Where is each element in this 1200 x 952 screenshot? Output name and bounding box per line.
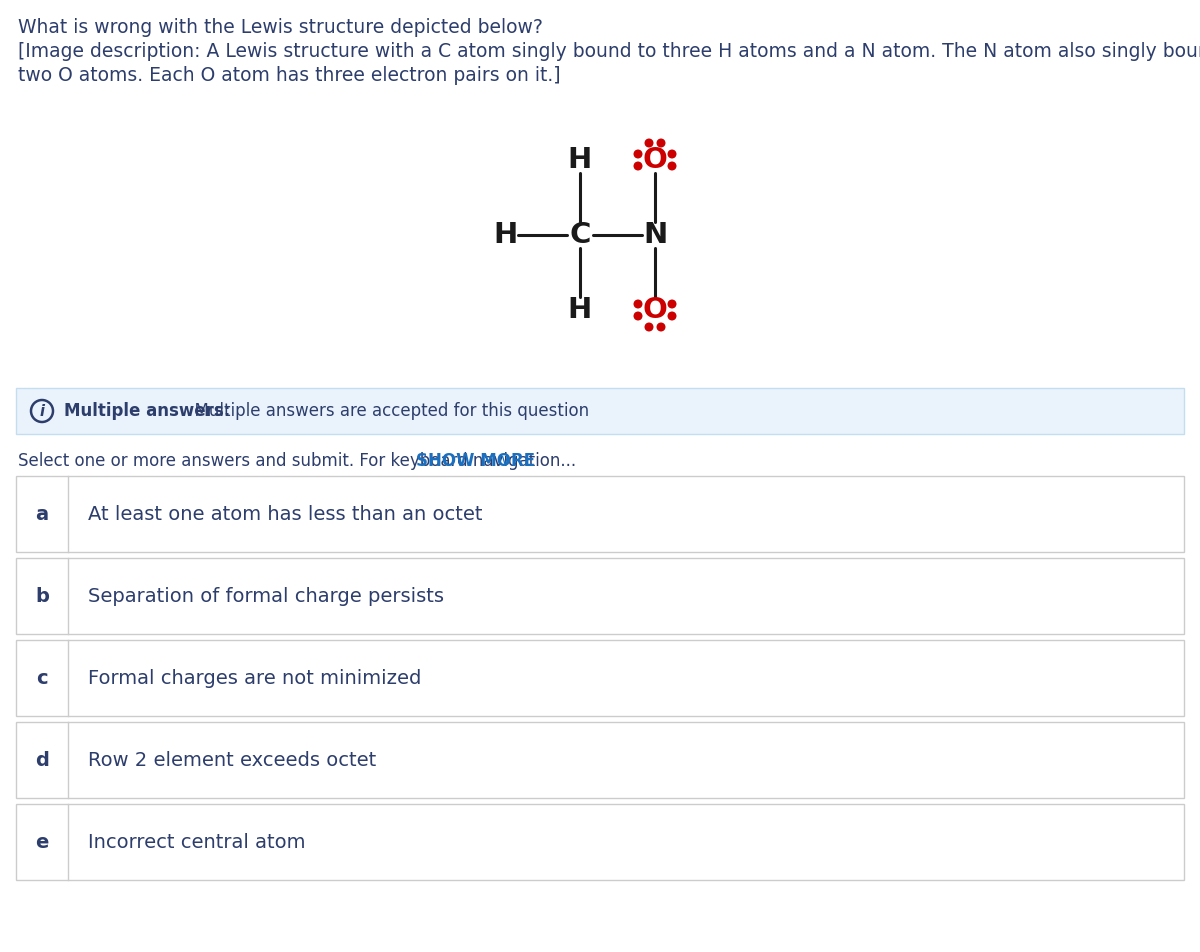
Text: d: d bbox=[35, 750, 49, 769]
Circle shape bbox=[635, 312, 642, 320]
Text: What is wrong with the Lewis structure depicted below?: What is wrong with the Lewis structure d… bbox=[18, 18, 542, 37]
FancyBboxPatch shape bbox=[16, 640, 1184, 716]
Circle shape bbox=[646, 139, 653, 147]
Text: Select one or more answers and submit. For keyboard navigation...: Select one or more answers and submit. F… bbox=[18, 452, 576, 470]
Circle shape bbox=[658, 323, 665, 330]
Text: b: b bbox=[35, 586, 49, 605]
Circle shape bbox=[635, 150, 642, 158]
Text: Incorrect central atom: Incorrect central atom bbox=[88, 832, 306, 851]
Circle shape bbox=[668, 162, 676, 169]
Text: C: C bbox=[569, 221, 590, 249]
Circle shape bbox=[668, 312, 676, 320]
Circle shape bbox=[646, 323, 653, 330]
Circle shape bbox=[635, 300, 642, 307]
Text: N: N bbox=[643, 221, 667, 249]
FancyBboxPatch shape bbox=[16, 804, 1184, 880]
Text: O: O bbox=[642, 146, 667, 174]
Text: H: H bbox=[568, 146, 592, 174]
FancyBboxPatch shape bbox=[16, 722, 1184, 798]
Circle shape bbox=[668, 150, 676, 158]
Circle shape bbox=[668, 300, 676, 307]
Text: ∨: ∨ bbox=[499, 453, 509, 467]
Text: Row 2 element exceeds octet: Row 2 element exceeds octet bbox=[88, 750, 377, 769]
Text: At least one atom has less than an octet: At least one atom has less than an octet bbox=[88, 505, 482, 524]
Text: a: a bbox=[36, 505, 48, 524]
FancyBboxPatch shape bbox=[16, 388, 1184, 434]
Text: two O atoms. Each O atom has three electron pairs on it.]: two O atoms. Each O atom has three elect… bbox=[18, 66, 560, 85]
FancyBboxPatch shape bbox=[16, 558, 1184, 634]
Text: O: O bbox=[642, 296, 667, 324]
Text: Multiple answers are accepted for this question: Multiple answers are accepted for this q… bbox=[184, 402, 589, 420]
Text: [Image description: A Lewis structure with a C atom singly bound to three H atom: [Image description: A Lewis structure wi… bbox=[18, 42, 1200, 61]
Circle shape bbox=[635, 162, 642, 169]
Text: e: e bbox=[35, 832, 49, 851]
Text: SHOW MORE: SHOW MORE bbox=[416, 452, 535, 470]
Circle shape bbox=[658, 139, 665, 147]
Text: H: H bbox=[568, 296, 592, 324]
Text: Formal charges are not minimized: Formal charges are not minimized bbox=[88, 668, 421, 687]
Text: c: c bbox=[36, 668, 48, 687]
Text: H: H bbox=[493, 221, 517, 249]
Text: Separation of formal charge persists: Separation of formal charge persists bbox=[88, 586, 444, 605]
Text: i: i bbox=[40, 404, 44, 419]
Text: Multiple answers:: Multiple answers: bbox=[64, 402, 230, 420]
FancyBboxPatch shape bbox=[16, 476, 1184, 552]
